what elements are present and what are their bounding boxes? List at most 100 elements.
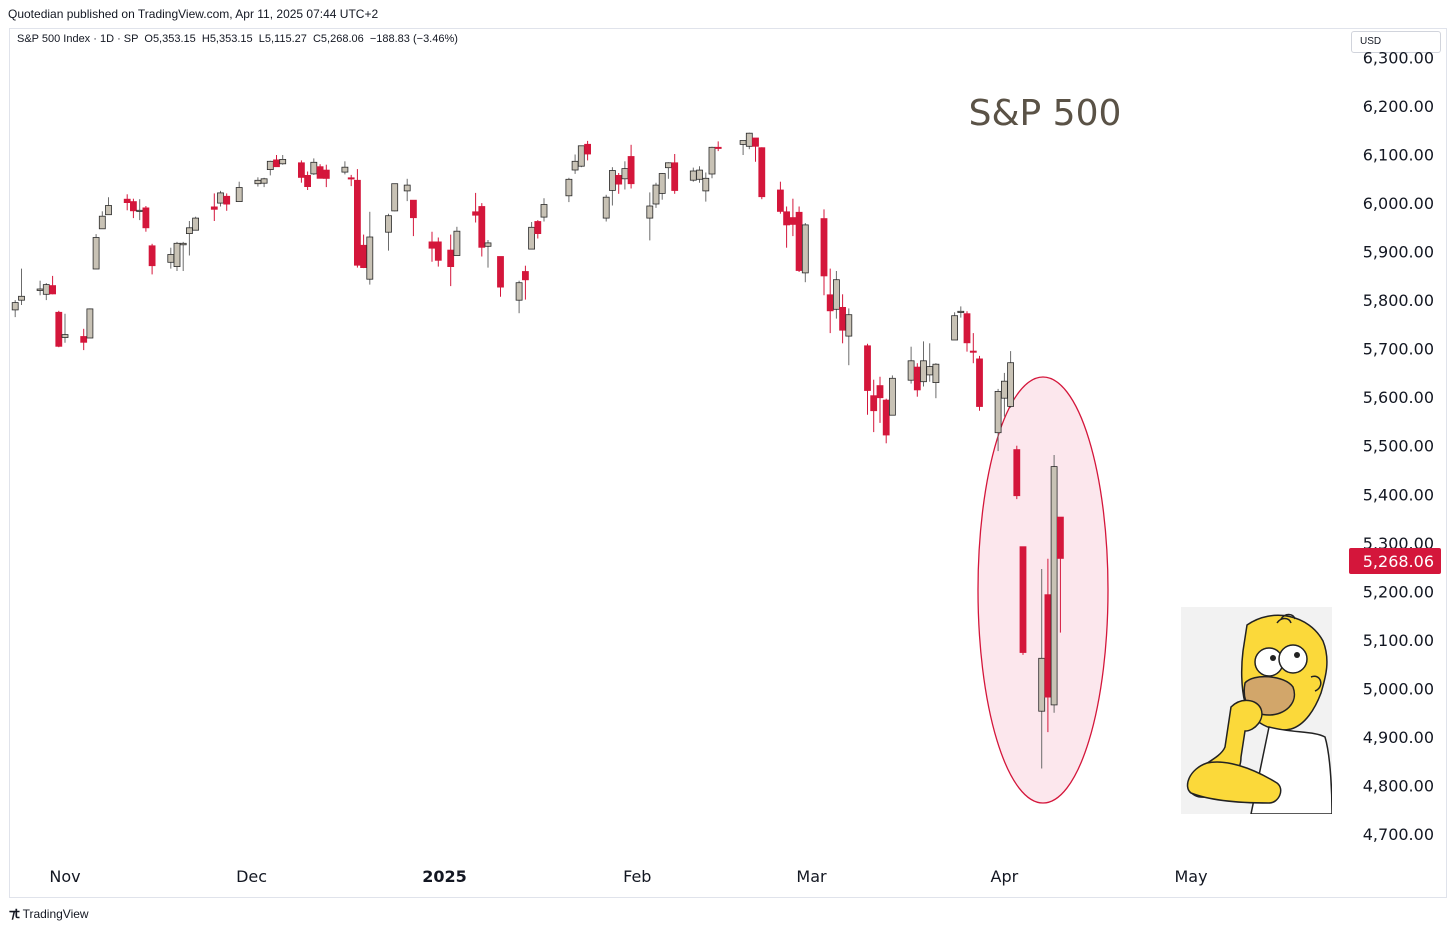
candle-body (148, 245, 156, 267)
candle (522, 265, 529, 300)
candle (142, 206, 150, 232)
x-tick-label: Dec (236, 867, 267, 886)
candle (55, 310, 63, 348)
candle (36, 280, 44, 296)
candle (472, 192, 480, 223)
x-tick-label: 2025 (422, 867, 467, 886)
candle-body (994, 390, 1002, 434)
candle (882, 398, 890, 444)
candle-body (1038, 657, 1046, 712)
candle-body (621, 168, 629, 180)
candle (447, 234, 455, 287)
candle-body (926, 366, 934, 376)
candle-body (571, 160, 579, 171)
candle-body (745, 132, 753, 147)
candle (534, 220, 542, 239)
candle (920, 341, 927, 387)
candle (665, 162, 672, 179)
candle-body (86, 308, 94, 339)
candle-body (777, 189, 784, 212)
candle-body (845, 314, 853, 337)
candle-body (223, 195, 231, 205)
y-tick-label: 5,600.00 (1363, 388, 1434, 407)
candle-body (266, 160, 274, 171)
candle-body (55, 311, 63, 347)
candle-body (61, 334, 69, 338)
candle (839, 294, 846, 344)
candle (1019, 546, 1027, 655)
candle-body (447, 249, 455, 268)
candle-body (235, 187, 243, 203)
candle-body (789, 217, 797, 225)
y-tick-label: 6,100.00 (1363, 146, 1434, 165)
candle (752, 137, 759, 162)
candle (1050, 455, 1058, 713)
candle (366, 211, 374, 285)
y-tick-label: 4,800.00 (1363, 777, 1434, 796)
candle (963, 311, 971, 352)
currency-selector[interactable]: USD (1351, 31, 1441, 53)
candle-body (565, 178, 573, 197)
candle (347, 174, 355, 187)
candle-body (652, 184, 660, 205)
candle-body (279, 158, 287, 165)
candle (609, 167, 616, 206)
candle-body (1013, 449, 1021, 497)
tradingview-logo-icon: ⁊𝗍 (9, 906, 20, 921)
candle-body (185, 227, 193, 235)
candle-body (907, 360, 915, 381)
candle-body (739, 140, 747, 145)
candle-body (528, 226, 535, 250)
y-tick-label: 5,000.00 (1363, 679, 1434, 698)
y-tick-label: 6,300.00 (1363, 49, 1434, 68)
candle-body (316, 166, 324, 179)
candle-body (758, 147, 766, 198)
candle-body (969, 350, 977, 353)
candle-body (689, 170, 697, 181)
candle-body (428, 241, 436, 249)
footer: ⁊𝗍 TradingView (9, 906, 89, 922)
candle-body (391, 183, 399, 212)
candle-body (752, 137, 759, 147)
candle (173, 241, 181, 271)
x-tick-label: Feb (623, 867, 651, 886)
candle-body (484, 242, 492, 247)
candle (951, 312, 958, 341)
candle (185, 221, 193, 256)
candle (484, 240, 492, 268)
candle (235, 181, 243, 203)
candle-body (795, 211, 803, 271)
chart-legend: S&P 500 Index · 1D · SP O5,353.15 H5,353… (17, 33, 458, 45)
y-tick-label: 5,700.00 (1363, 340, 1434, 359)
candle (969, 333, 977, 364)
candle (820, 209, 828, 296)
y-tick-label: 5,900.00 (1363, 243, 1434, 262)
candle (42, 283, 50, 301)
y-tick-label: 6,000.00 (1363, 194, 1434, 213)
candle (266, 160, 274, 176)
candle-body (951, 315, 958, 341)
candle-body (210, 206, 218, 210)
candle-body (577, 145, 585, 167)
candle-body (876, 385, 884, 399)
candle-body (478, 206, 486, 248)
chart-title: S&P 500 (969, 93, 1122, 134)
candle (913, 363, 921, 397)
candle (434, 237, 442, 267)
candle-body (932, 363, 940, 384)
x-tick-label: Mar (796, 867, 827, 886)
x-tick-label: May (1174, 867, 1207, 886)
candle-body (1044, 594, 1052, 698)
x-tick-label: Nov (49, 867, 80, 886)
candle-body (304, 174, 312, 187)
candle (1001, 372, 1008, 417)
candle-body (913, 366, 921, 391)
footer-brand: TradingView (22, 907, 89, 921)
candle (801, 223, 809, 283)
candle (671, 154, 679, 194)
candle (297, 160, 305, 183)
candle-body (260, 178, 268, 184)
candles-group (11, 132, 1064, 769)
candle (870, 379, 878, 433)
